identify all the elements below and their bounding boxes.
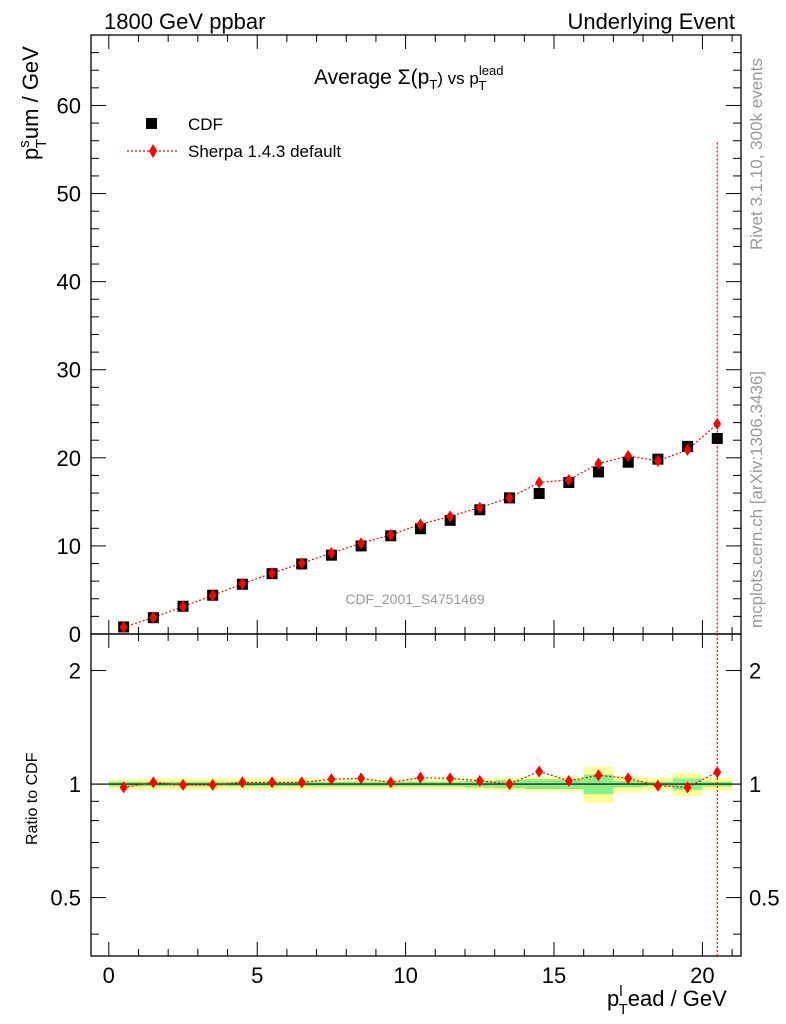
ratio-y-tick-label-left: 1 <box>69 772 81 797</box>
sherpa-point <box>475 501 484 514</box>
main-y-tick-label: 0 <box>69 622 81 647</box>
header-left: 1800 GeV ppbar <box>104 9 265 34</box>
main-y-tick-label: 20 <box>57 446 81 471</box>
x-tick-label: 15 <box>542 963 566 988</box>
sherpa-point <box>564 473 573 486</box>
sherpa-ratio-point <box>535 765 544 778</box>
ratio-frame <box>90 633 742 957</box>
sherpa-point <box>268 567 277 580</box>
sherpa-ratio-point <box>149 776 158 789</box>
cdf-point <box>593 466 605 478</box>
sherpa-point <box>505 491 514 504</box>
x-tick-label: 5 <box>251 963 263 988</box>
sherpa-ratio-point <box>357 772 366 785</box>
sherpa-ratio-point <box>653 779 662 792</box>
x-tick-label: 20 <box>690 963 714 988</box>
legend-cdf-label: CDF <box>188 115 223 134</box>
sherpa-point <box>416 518 425 531</box>
sherpa-point <box>624 450 633 463</box>
main-y-tick-label: 10 <box>57 534 81 559</box>
sherpa-ratio-point <box>713 766 722 779</box>
legend-sherpa-marker <box>149 144 157 158</box>
sherpa-ratio-point <box>119 781 128 794</box>
sherpa-point <box>653 454 662 467</box>
cdf-point <box>622 456 634 468</box>
ratio-y-tick-label-left: 2 <box>69 659 81 684</box>
sherpa-point <box>208 589 217 602</box>
sherpa-point <box>357 537 366 550</box>
sherpa-point <box>119 621 128 634</box>
cdf-point <box>711 432 723 444</box>
main-panel: 0 10 20 30 40 50 60 <box>57 34 742 647</box>
watermark: CDF_2001_S4751469 <box>345 591 485 607</box>
x-tick-label: 0 <box>103 963 115 988</box>
sherpa-ratio-point <box>416 771 425 784</box>
sherpa-ratio-point <box>297 776 306 789</box>
main-y-tick-label: 40 <box>57 270 81 295</box>
main-y-tick-label: 30 <box>57 358 81 383</box>
sherpa-ratio-point <box>446 772 455 785</box>
ratio-y-tick-label-left: 0.5 <box>50 886 81 911</box>
sherpa-point <box>238 577 247 590</box>
sherpa-ratio-point <box>268 776 277 789</box>
cdf-point <box>533 487 545 499</box>
sherpa-ratio-point <box>386 776 395 789</box>
sherpa-ratio-point <box>327 773 336 786</box>
x-tick-label: 10 <box>393 963 417 988</box>
sherpa-line <box>123 423 718 628</box>
mcplots-label: mcplots.cern.ch [arXiv:1306.3436] <box>747 371 766 628</box>
ratio-y-label: Ratio to CDF <box>24 752 41 845</box>
sherpa-ratio-point <box>475 774 484 787</box>
sherpa-ratio-point <box>505 778 514 791</box>
sherpa-point <box>386 528 395 541</box>
sherpa-ratio-point <box>564 774 573 787</box>
header-right: Underlying Event <box>567 9 735 34</box>
x-axis-label: pl Tead / GeV <box>607 983 727 1018</box>
sherpa-point <box>446 510 455 523</box>
ratio-y-tick-label-right: 0.5 <box>749 886 780 911</box>
legend-sherpa-label: Sherpa 1.4.3 default <box>188 142 341 161</box>
sherpa-ratio-point <box>683 781 692 794</box>
sherpa-point <box>683 443 692 456</box>
main-title: Average Σ(pT) vs plead T <box>314 63 503 93</box>
sherpa-ratio-point <box>179 778 188 791</box>
legend-cdf-marker <box>146 118 157 129</box>
sherpa-point <box>713 417 722 430</box>
sherpa-ratio-point <box>624 772 633 785</box>
sherpa-point <box>149 611 158 624</box>
sherpa-point <box>179 600 188 613</box>
sherpa-ratio-point <box>238 776 247 789</box>
ratio-panel: 0 5 10 15 20 0.5 0.5 1 1 2 2 <box>50 633 780 988</box>
sherpa-point <box>535 476 544 489</box>
sherpa-ratio-point <box>594 769 603 782</box>
sherpa-ratio-point <box>208 778 217 791</box>
sherpa-point <box>594 457 603 470</box>
main-y-label: psTum / GeV <box>16 46 50 160</box>
rivet-label: Rivet 3.1.10, 300k events <box>747 58 766 250</box>
main-y-tick-label: 60 <box>57 93 81 118</box>
sherpa-ratio-line <box>123 770 718 788</box>
main-y-tick-label: 50 <box>57 182 81 207</box>
ratio-y-tick-label-right: 2 <box>749 659 761 684</box>
sherpa-point <box>297 557 306 570</box>
sherpa-point <box>327 546 336 559</box>
ratio-y-tick-label-right: 1 <box>749 772 761 797</box>
